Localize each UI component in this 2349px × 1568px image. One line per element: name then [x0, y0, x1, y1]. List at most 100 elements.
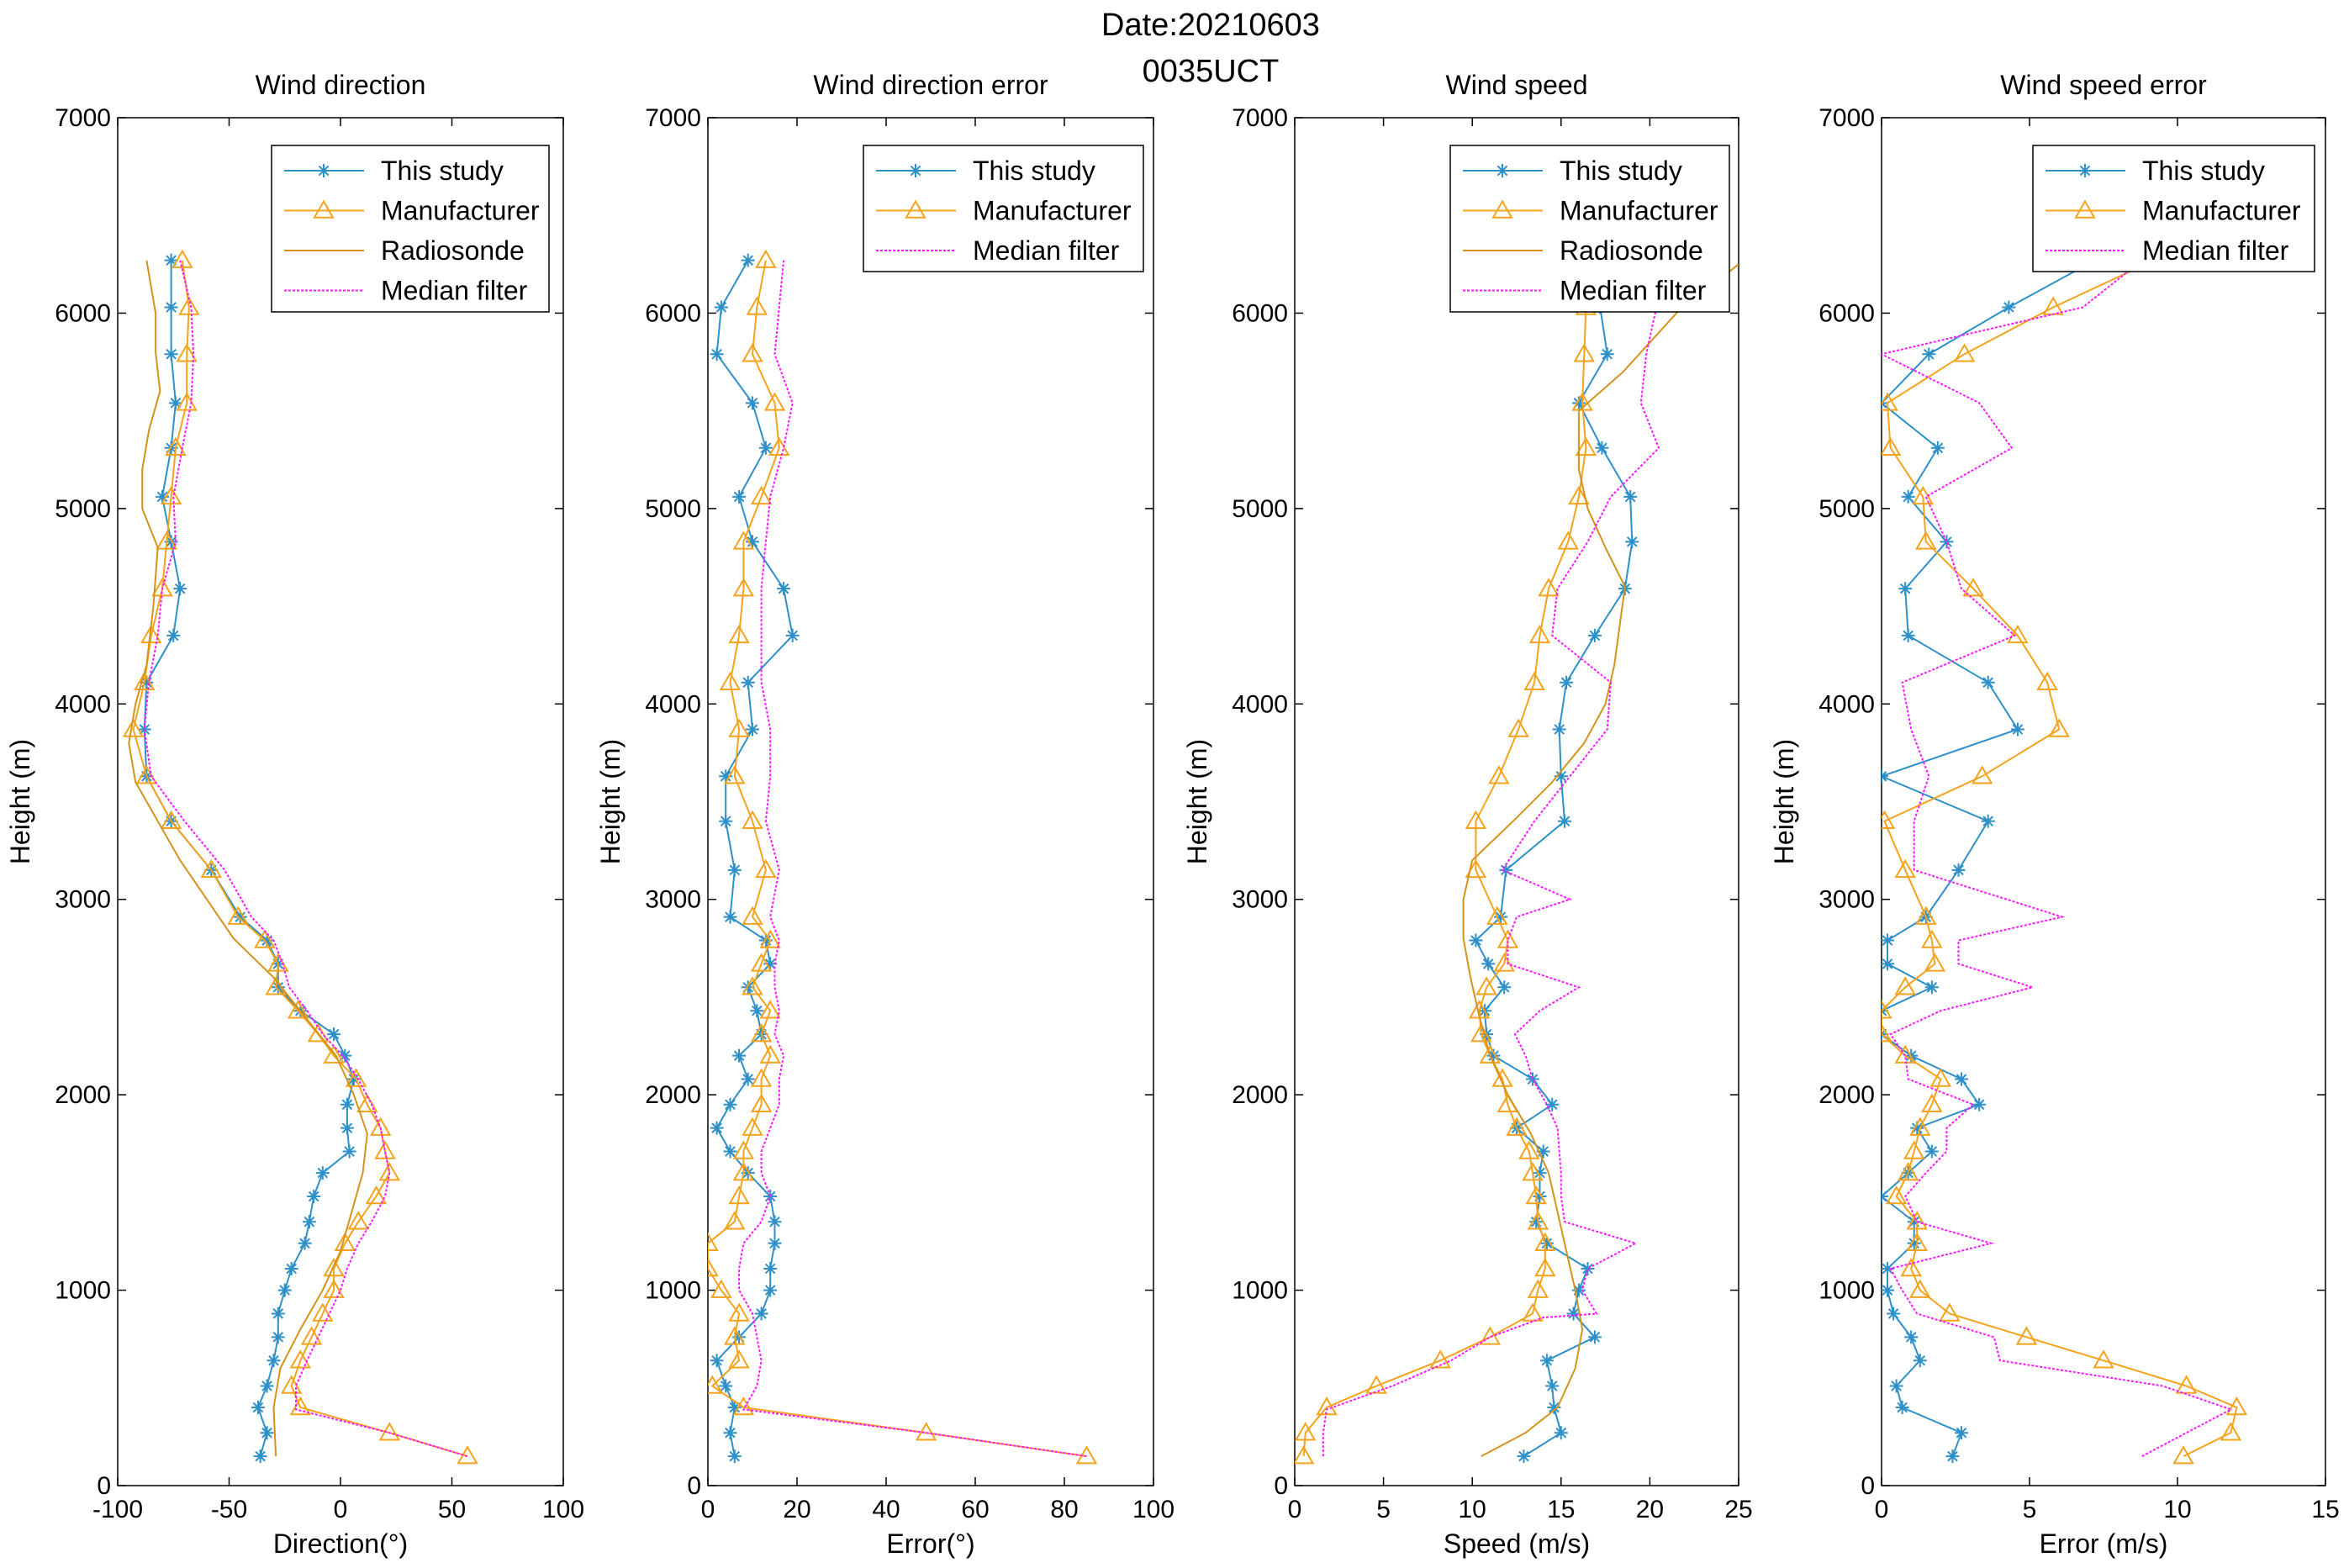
- series-line: [128, 260, 368, 1457]
- data-point: [156, 489, 169, 504]
- series-line: [143, 260, 468, 1458]
- data-point: [1518, 1140, 1540, 1159]
- x-tick-label: 0: [1875, 1496, 1889, 1523]
- data-point: [1972, 1097, 1987, 1111]
- series-line: [1462, 263, 1739, 1457]
- data-point: [1488, 765, 1510, 784]
- data-point: [1595, 441, 1609, 455]
- data-point: [1897, 1162, 1919, 1181]
- data-point: [746, 722, 759, 736]
- subplot-4: Wind speed error 0 5 10 15 0 1000 2000 3000 4000 5…: [1769, 70, 2340, 1559]
- data-point: [1493, 953, 1515, 972]
- data-point: [251, 1401, 265, 1415]
- x-tick-label: 60: [961, 1496, 989, 1523]
- y-axis-label: Height (m): [5, 739, 35, 864]
- data-point: [710, 1121, 724, 1135]
- data-point: [1547, 1401, 1561, 1415]
- data-point: [2015, 1326, 2038, 1345]
- x-axis-label: Error(°): [886, 1528, 974, 1559]
- x-tick-label: 40: [872, 1496, 900, 1523]
- legend-label: This study: [973, 156, 1095, 186]
- data-point: [2074, 199, 2096, 219]
- data-point: [710, 1354, 724, 1368]
- data-point: [323, 1279, 345, 1298]
- data-point: [140, 624, 162, 644]
- series-manufacturer: [122, 249, 478, 1465]
- legend-item: Manufacturer: [1463, 196, 1718, 226]
- data-point: [719, 1379, 733, 1393]
- y-tick-label: 3000: [1232, 886, 1288, 914]
- data-point: [1493, 910, 1507, 924]
- series-line: [1302, 260, 1605, 1457]
- series-line: [738, 260, 1087, 1458]
- legend-label: Median filter: [2142, 235, 2289, 266]
- data-point: [750, 485, 773, 505]
- data-point: [302, 1215, 316, 1229]
- data-point: [164, 253, 178, 267]
- data-point: [323, 1257, 345, 1277]
- x-tick-label: 10: [1459, 1496, 1486, 1523]
- data-point: [1479, 1326, 1502, 1345]
- data-point: [754, 1307, 768, 1321]
- data-point: [1894, 976, 1916, 995]
- data-point: [728, 1185, 750, 1205]
- data-point: [723, 1144, 737, 1159]
- data-point: [763, 1283, 778, 1297]
- data-point: [732, 1140, 755, 1159]
- data-point: [1600, 347, 1614, 362]
- legend-label: Radiosonde: [381, 235, 525, 266]
- y-tick-label: 0: [1274, 1472, 1288, 1500]
- y-tick-label: 6000: [55, 299, 111, 327]
- data-point: [1915, 905, 1937, 925]
- y-tick-label: 7000: [1818, 104, 1875, 132]
- series-line: [1475, 260, 1634, 1457]
- data-point: [347, 1211, 369, 1230]
- data-point: [378, 1162, 401, 1181]
- data-point: [724, 1211, 746, 1230]
- data-point: [1945, 1449, 1960, 1464]
- data-point: [1894, 858, 1916, 879]
- data-point: [260, 933, 274, 948]
- data-point: [1623, 489, 1638, 504]
- data-point: [2036, 671, 2058, 690]
- series-manufacturer: [1882, 249, 2248, 1465]
- data-point: [178, 296, 200, 315]
- axes-frame: [707, 117, 1154, 1486]
- data-point: [1587, 1330, 1602, 1344]
- data-point: [1981, 675, 1995, 689]
- data-point: [732, 1048, 747, 1063]
- data-point: [915, 1422, 937, 1441]
- data-point: [1910, 1121, 1924, 1135]
- data-point: [1497, 980, 1512, 995]
- data-point: [323, 1044, 345, 1064]
- data-point: [1527, 1211, 1549, 1230]
- data-point: [741, 675, 755, 689]
- data-point: [289, 1349, 312, 1369]
- data-point: [173, 582, 187, 596]
- data-point: [723, 1097, 737, 1111]
- data-point: [176, 343, 198, 362]
- data-point: [1898, 582, 1913, 596]
- data-point: [271, 980, 285, 995]
- x-tick-label: 100: [1132, 1496, 1174, 1523]
- data-point: [758, 441, 773, 455]
- data-point: [785, 628, 800, 642]
- x-tick-label: 15: [2311, 1496, 2339, 1523]
- legend-item: Manufacturer: [876, 196, 1132, 226]
- series-line: [1882, 259, 2238, 1457]
- data-point: [1901, 628, 1915, 642]
- data-point: [317, 164, 330, 177]
- data-point: [719, 769, 733, 784]
- data-point: [1469, 933, 1483, 948]
- data-point: [1924, 1144, 1939, 1159]
- plot-area: [1882, 249, 2248, 1465]
- series-median-filter: [1882, 259, 2233, 1457]
- data-point: [1971, 765, 1993, 784]
- data-point: [1882, 1000, 1892, 1019]
- data-point: [724, 1326, 746, 1345]
- x-tick-label: 25: [1724, 1496, 1752, 1523]
- data-point: [1486, 1048, 1501, 1063]
- legend-item: This study: [284, 156, 504, 186]
- x-axis-label: Direction(°): [273, 1528, 408, 1559]
- y-tick-label: 2000: [55, 1081, 111, 1109]
